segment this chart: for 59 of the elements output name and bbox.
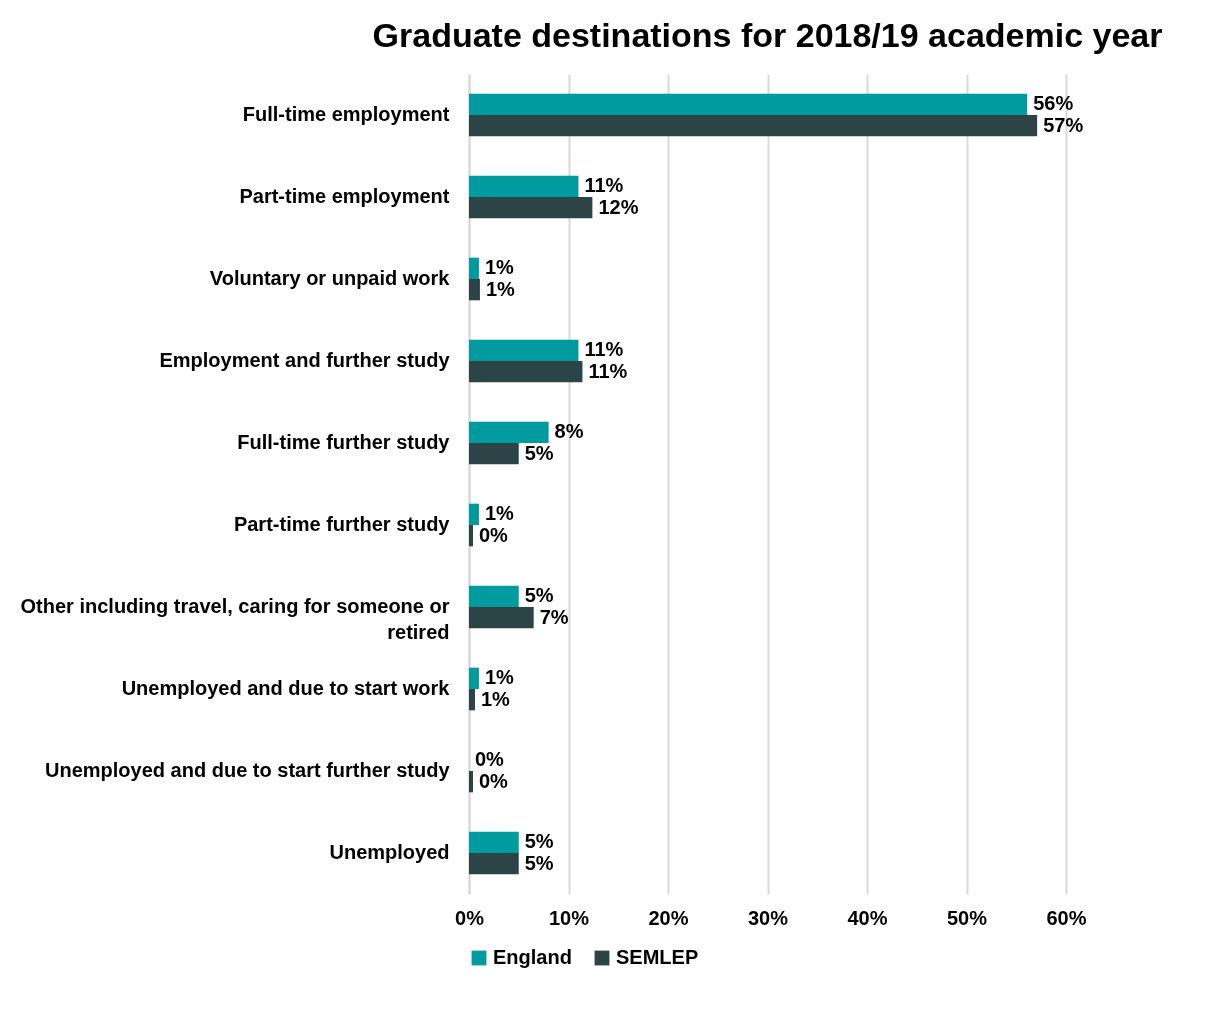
legend-label: SEMLEP bbox=[616, 946, 699, 968]
x-tick-label: 50% bbox=[946, 906, 988, 929]
data-label: 11% bbox=[588, 359, 628, 382]
data-label: 5% bbox=[524, 851, 554, 874]
bar bbox=[469, 175, 579, 197]
data-label: 11% bbox=[584, 174, 624, 197]
data-label: 0% bbox=[478, 769, 509, 792]
x-tick-label: 40% bbox=[847, 906, 888, 929]
bar bbox=[469, 339, 579, 361]
data-label: 8% bbox=[554, 420, 584, 443]
y-tick-label: Voluntary or unpaid work bbox=[209, 267, 451, 289]
bar bbox=[469, 361, 583, 383]
x-tick-label: 30% bbox=[747, 906, 789, 929]
data-label: 0% bbox=[478, 523, 509, 546]
data-label: 57% bbox=[1043, 113, 1084, 136]
bar bbox=[469, 771, 473, 793]
bar bbox=[469, 115, 1038, 137]
x-tick-label: 60% bbox=[1046, 906, 1087, 929]
data-label: 7% bbox=[539, 605, 569, 628]
y-tick-label: Unemployed bbox=[329, 841, 450, 863]
y-tick-label: Part-time further study bbox=[233, 513, 451, 535]
bar bbox=[469, 197, 593, 219]
y-tick-label: Employment and further study bbox=[159, 349, 451, 371]
chart-title: Graduate destinations for 2018/19 academic year bbox=[372, 16, 1163, 54]
data-label: 5% bbox=[524, 584, 554, 607]
bar bbox=[469, 853, 519, 875]
bar bbox=[469, 607, 534, 629]
data-label: 1% bbox=[484, 256, 515, 279]
y-tick-label: Unemployed and due to start further study bbox=[45, 759, 451, 781]
y-tick-label: Full-time further study bbox=[237, 431, 451, 453]
x-tick-label: 20% bbox=[648, 906, 689, 929]
data-label: 11% bbox=[584, 338, 624, 361]
data-label: 5% bbox=[524, 441, 554, 464]
bar bbox=[469, 831, 519, 853]
data-label: 1% bbox=[485, 277, 516, 300]
y-tick-label: Other including travel, caring for someone or retired bbox=[20, 595, 450, 643]
x-tick-label: 0% bbox=[455, 906, 485, 929]
data-label: 1% bbox=[484, 666, 515, 689]
bar bbox=[469, 257, 479, 279]
bar bbox=[469, 421, 549, 443]
bar bbox=[469, 503, 479, 525]
bar bbox=[469, 585, 519, 607]
y-tick-label: Unemployed and due to start work bbox=[121, 677, 451, 699]
bar bbox=[469, 279, 480, 301]
data-label: 0% bbox=[475, 748, 505, 771]
bar bbox=[469, 525, 473, 547]
bar bbox=[469, 443, 519, 465]
bar bbox=[469, 93, 1028, 115]
y-tick-label: Full-time employment bbox=[242, 103, 450, 125]
data-label: 5% bbox=[524, 830, 554, 853]
legend-label: England bbox=[493, 946, 572, 968]
data-label: 1% bbox=[484, 502, 515, 525]
bar bbox=[469, 667, 479, 689]
bar bbox=[469, 689, 475, 711]
data-label: 12% bbox=[598, 195, 639, 218]
x-tick-label: 10% bbox=[548, 906, 590, 929]
data-label: 56% bbox=[1033, 92, 1074, 115]
y-tick-label: Part-time employment bbox=[239, 185, 450, 207]
data-label: 1% bbox=[480, 687, 511, 710]
